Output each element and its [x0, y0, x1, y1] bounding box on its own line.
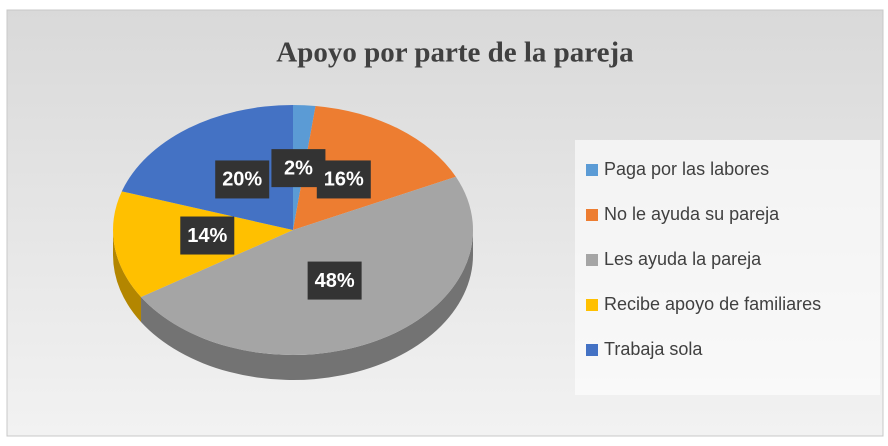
legend-label: Les ayuda la pareja: [604, 249, 762, 269]
data-label: 14%: [187, 225, 227, 247]
data-label: 20%: [222, 169, 262, 191]
legend-label: No le ayuda su pareja: [604, 204, 780, 224]
slice: [141, 176, 474, 356]
data-label-box: [307, 261, 362, 300]
slice: [293, 105, 456, 230]
data-label: 16%: [324, 169, 364, 191]
slice-side: [141, 230, 474, 381]
slice-side: [113, 230, 142, 322]
legend-label: Paga por las labores: [604, 159, 769, 179]
data-label-box: [180, 216, 235, 255]
legend-label: Trabaja sola: [604, 339, 703, 359]
slice: [121, 105, 293, 230]
legend-label: Recibe apoyo de familiares: [604, 294, 821, 314]
chart-title: Apoyo por parte de la pareja: [276, 37, 634, 69]
legend-swatch: [586, 164, 598, 176]
data-label-box: [271, 149, 326, 188]
legend-box: [575, 140, 880, 395]
legend-swatch: [586, 254, 598, 266]
legend-swatch: [586, 209, 598, 221]
data-label: 2%: [284, 157, 313, 179]
data-label: 48%: [315, 270, 355, 292]
data-label-box: [215, 160, 270, 199]
legend-swatch: [586, 344, 598, 356]
data-label-box: [316, 160, 371, 199]
legend-swatch: [586, 299, 598, 311]
